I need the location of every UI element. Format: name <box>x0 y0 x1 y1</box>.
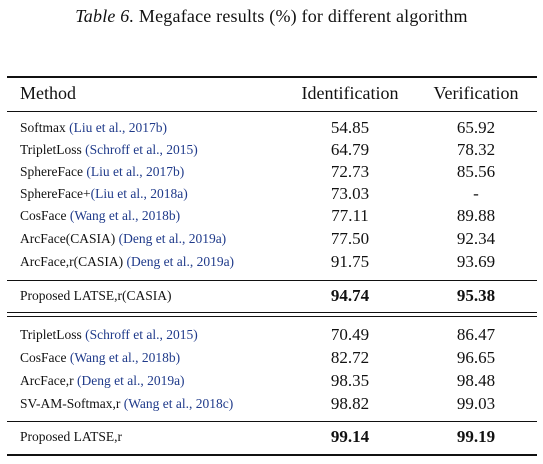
identification-value: 82.72 <box>330 348 370 367</box>
header-rule <box>7 111 537 112</box>
identification-value: 99.14 <box>330 427 370 446</box>
method-name: ArcFace(CASIA) <box>20 231 116 246</box>
identification-value: 72.73 <box>330 162 370 181</box>
method-name: CosFace <box>20 350 67 365</box>
table-row: SphereFace+(Liu et al., 2018a) 73.03 - <box>0 183 543 205</box>
method-cell: CosFace (Wang et al., 2018b) <box>20 205 180 227</box>
method-cell: TripletLoss (Schroff et al., 2015) <box>20 139 198 161</box>
method-name: CosFace <box>20 208 67 223</box>
identification-value: 73.03 <box>330 184 370 203</box>
citation-link[interactable]: (Schroff et al., 2015) <box>85 142 198 157</box>
method-name: SphereFace <box>20 164 83 179</box>
citation-link[interactable]: (Deng et al., 2019a) <box>118 231 227 246</box>
identification-value: 91.75 <box>330 252 370 271</box>
method-cell: SV-AM-Softmax,r (Wang et al., 2018c) <box>20 393 233 415</box>
verification-value: 96.65 <box>456 348 496 367</box>
identification-value: 77.11 <box>331 206 369 225</box>
identification-value: 77.50 <box>330 229 370 248</box>
identification-value: 54.85 <box>330 118 370 137</box>
table-row: TripletLoss (Schroff et al., 2015) 70.49… <box>0 324 543 346</box>
method-name: TripletLoss <box>20 142 82 157</box>
verification-value: 95.38 <box>456 286 496 305</box>
table-row-proposed: Proposed LATSE,r 99.14 99.19 <box>0 426 543 448</box>
section2-divider-rule <box>7 421 537 422</box>
method-cell: Softmax (Liu et al., 2017b) <box>20 117 167 139</box>
table-caption: Table 6. Megaface results (%) for differ… <box>0 6 543 27</box>
citation-link[interactable]: (Deng et al., 2019a) <box>76 373 185 388</box>
method-cell: TripletLoss (Schroff et al., 2015) <box>20 324 198 346</box>
method-name: Proposed LATSE,r(CASIA) <box>20 288 172 303</box>
header-identification: Identification <box>301 83 399 103</box>
table-row: ArcFace,r(CASIA) (Deng et al., 2019a) 91… <box>0 251 543 273</box>
identification-value: 98.82 <box>330 394 370 413</box>
citation-link[interactable]: (Deng et al., 2019a) <box>126 254 235 269</box>
method-name: Proposed LATSE,r <box>20 429 122 444</box>
table-label: Table 6. <box>75 6 135 26</box>
method-name: ArcFace,r(CASIA) <box>20 254 124 269</box>
identification-value: 98.35 <box>330 371 370 390</box>
section-divider-rule-a <box>7 312 537 313</box>
table-header-row: Method Identification Verification <box>0 82 543 104</box>
verification-value: 78.32 <box>456 140 496 159</box>
citation-link[interactable]: (Wang et al., 2018b) <box>69 350 181 365</box>
method-name: Softmax <box>20 120 66 135</box>
top-rule <box>7 76 537 78</box>
method-cell: ArcFace,r (Deng et al., 2019a) <box>20 370 185 392</box>
verification-value: 93.69 <box>456 252 496 271</box>
table-caption-text: Megaface results (%) for different algor… <box>138 6 468 26</box>
verification-value: 92.34 <box>456 229 496 248</box>
table-row: SphereFace (Liu et al., 2017b) 72.73 85.… <box>0 161 543 183</box>
table-row: ArcFace,r (Deng et al., 2019a) 98.35 98.… <box>0 370 543 392</box>
verification-value: 99.03 <box>456 394 496 413</box>
method-name: TripletLoss <box>20 327 82 342</box>
method-cell: ArcFace,r(CASIA) (Deng et al., 2019a) <box>20 251 234 273</box>
citation-link[interactable]: (Schroff et al., 2015) <box>85 327 198 342</box>
header-method: Method <box>20 83 76 103</box>
verification-value: 98.48 <box>456 371 496 390</box>
identification-value: 70.49 <box>330 325 370 344</box>
method-cell: SphereFace (Liu et al., 2017b) <box>20 161 184 183</box>
table-row-proposed: Proposed LATSE,r(CASIA) 94.74 95.38 <box>0 285 543 307</box>
identification-value: 64.79 <box>330 140 370 159</box>
verification-value: 86.47 <box>456 325 496 344</box>
section1-divider-rule <box>7 280 537 281</box>
verification-value: 99.19 <box>456 427 496 446</box>
table-row: SV-AM-Softmax,r (Wang et al., 2018c) 98.… <box>0 393 543 415</box>
bottom-rule <box>7 454 537 456</box>
citation-link[interactable]: (Liu et al., 2017b) <box>69 120 167 135</box>
table-row: TripletLoss (Schroff et al., 2015) 64.79… <box>0 139 543 161</box>
table-row: CosFace (Wang et al., 2018b) 77.11 89.88 <box>0 205 543 227</box>
verification-value: 85.56 <box>456 162 496 181</box>
citation-link[interactable]: (Wang et al., 2018b) <box>69 208 181 223</box>
section-divider-rule-b <box>7 316 537 317</box>
table-row: ArcFace(CASIA) (Deng et al., 2019a) 77.5… <box>0 228 543 250</box>
verification-value: 65.92 <box>456 118 496 137</box>
verification-value: 89.88 <box>456 206 496 225</box>
citation-link[interactable]: (Liu et al., 2018a) <box>90 186 188 201</box>
citation-link[interactable]: (Liu et al., 2017b) <box>86 164 185 179</box>
citation-link[interactable]: (Wang et al., 2018c) <box>123 396 234 411</box>
method-name: SphereFace+ <box>20 186 91 201</box>
header-verification: Verification <box>433 83 519 103</box>
table-row: Softmax (Liu et al., 2017b) 54.85 65.92 <box>0 117 543 139</box>
table-row: CosFace (Wang et al., 2018b) 82.72 96.65 <box>0 347 543 369</box>
identification-value: 94.74 <box>330 286 370 305</box>
method-name: SV-AM-Softmax,r <box>20 396 121 411</box>
method-cell: CosFace (Wang et al., 2018b) <box>20 347 180 369</box>
method-cell: ArcFace(CASIA) (Deng et al., 2019a) <box>20 228 226 250</box>
method-cell: SphereFace+(Liu et al., 2018a) <box>20 183 188 205</box>
method-name: ArcFace,r <box>20 373 74 388</box>
verification-value: - <box>473 184 479 203</box>
